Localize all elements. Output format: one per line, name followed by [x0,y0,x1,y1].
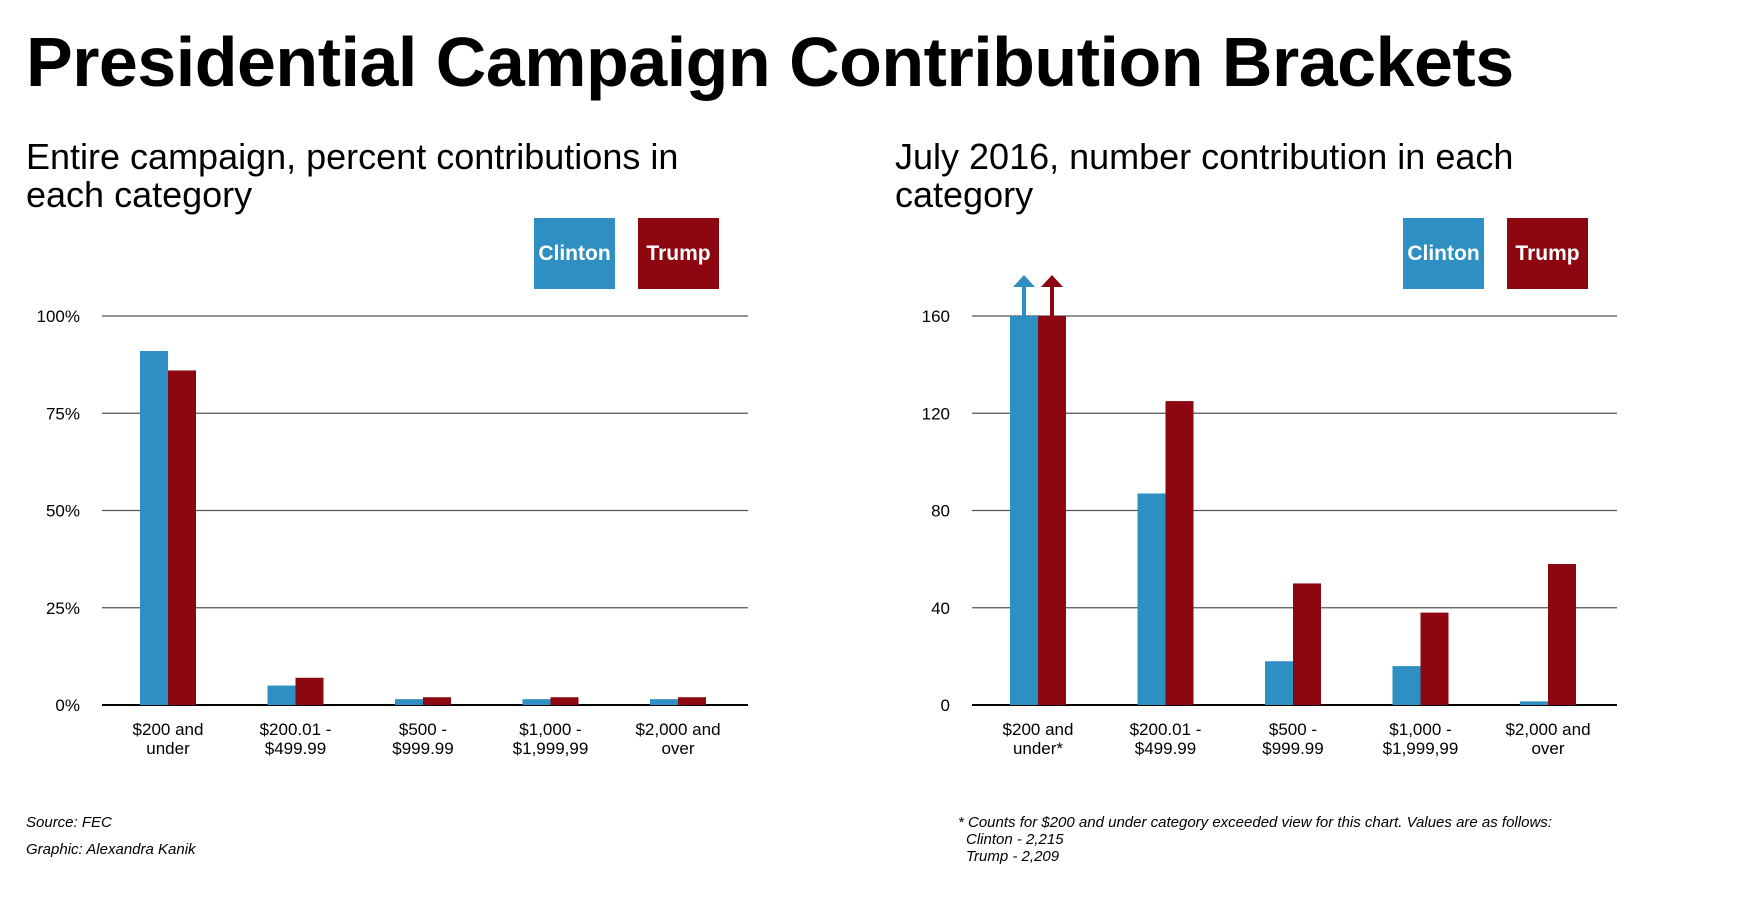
chart-2-bar-trump [1420,612,1449,705]
chart-1-y-tick-label: 75% [46,404,80,423]
chart-2-legend-trump: Trump [1507,218,1588,289]
footnote-line-2: Clinton - 2,215 [966,831,1064,848]
chart-2-x-category-label: over [1531,739,1564,758]
chart-1-bar-clinton [267,685,296,705]
chart-2-legend-clinton: Clinton [1403,218,1484,289]
source-note: Source: FEC [26,814,112,831]
chart-1-x-category-label: $1,000 - [519,720,581,739]
chart-2-y-tick-label: 120 [922,404,950,423]
chart-2-x-category-label: $1,999,99 [1383,739,1459,758]
chart-2-title: July 2016, number contribution in each c… [895,136,1514,215]
page-title: Presidential Campaign Contribution Brack… [26,23,1514,101]
chart-2-bar-clinton [1392,666,1421,705]
chart-1-bar-clinton [140,351,168,705]
chart-1-y-tick-label: 50% [46,502,80,521]
chart-2-bar-trump [1548,563,1576,705]
chart-1-legend-clinton: Clinton [534,218,615,289]
chart-2-x-category-label: $500 - [1269,720,1317,739]
chart-1-bar-trump [295,677,324,705]
chart-2-bar-clinton [1137,493,1166,705]
chart-2-x-category-label: $200.01 - [1130,720,1202,739]
footnote-line-1: * Counts for $200 and under category exc… [958,814,1552,831]
chart-1-x-category-label: $999.99 [392,739,453,758]
chart-2-overflow-arrow-head [1013,275,1035,287]
graphic-credit: Graphic: Alexandra Kanik [26,841,196,858]
chart-1-y-tick-label: 0% [55,696,80,715]
chart-1-bar-trump [550,697,579,705]
chart-1-bar-trump [168,370,196,705]
chart-1-x-category-label: $1,999,99 [513,739,589,758]
chart-1-x-category-label: $200 and [133,720,204,739]
chart-2-bar-clinton [1265,661,1293,705]
chart-1-y-tick-label: 25% [46,599,80,618]
chart-1-y-tick-label: 100% [37,307,80,326]
chart-2-x-category-label: under* [1013,739,1063,758]
chart-1-bar-clinton [650,699,678,705]
chart-1-x-category-label: $500 - [399,720,447,739]
chart-2-y-tick-label: 80 [931,502,950,521]
chart-2-y-tick-label: 40 [931,599,950,618]
chart-1-bar-clinton [395,699,423,705]
chart-1-bar-trump [678,697,706,705]
chart-2-bar-clinton [1520,701,1548,705]
chart-2-y-tick-label: 0 [941,696,950,715]
chart-2-bar-trump [1293,583,1321,705]
chart-2-y-tick-label: 160 [922,307,950,326]
chart-1-x-category-label: $499.99 [265,739,326,758]
chart-2-x-category-label: $999.99 [1262,739,1323,758]
chart-2-x-category-label: $2,000 and [1505,720,1590,739]
chart-1-x-category-label: under [146,739,190,758]
chart-2-overflow-arrow-head [1041,275,1063,287]
chart-2-x-category-label: $499.99 [1135,739,1196,758]
chart-1-legend-trump: Trump [638,218,719,289]
chart-2-bar-trump [1038,316,1066,705]
chart-1-bar-clinton [522,699,551,705]
chart-2-x-category-label: $1,000 - [1389,720,1451,739]
chart-2-bar-trump [1165,401,1194,705]
chart-2-bar-clinton [1010,316,1038,705]
chart-1-x-category-label: over [661,739,694,758]
chart-1-bar-trump [423,697,451,705]
chart-2-x-category-label: $200 and [1003,720,1074,739]
footnote-line-3: Trump - 2,209 [966,848,1060,865]
chart-1-x-category-label: $2,000 and [635,720,720,739]
chart-1-x-category-label: $200.01 - [260,720,332,739]
chart-1-title: Entire campaign, percent contributions i… [26,136,679,215]
